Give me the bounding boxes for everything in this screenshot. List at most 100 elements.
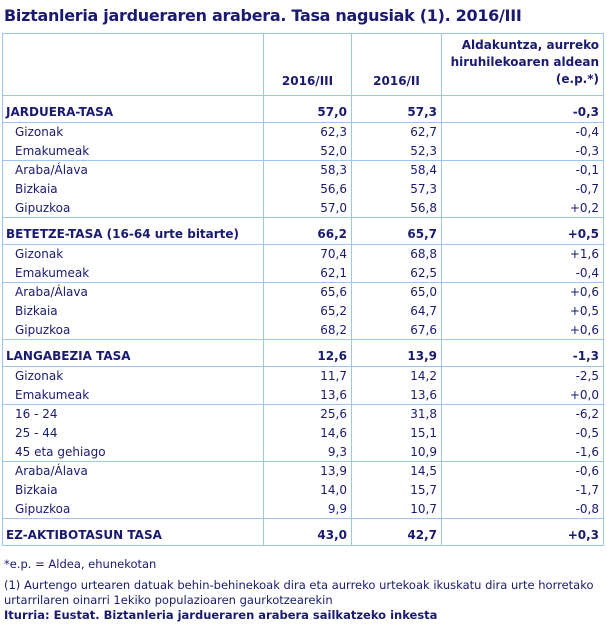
value-cell: 67,6 [351,320,442,340]
table-row: Gipuzkoa 9,9 10,7 -0,8 [2,499,604,519]
table-row: Emakumeak 13,6 13,6 +0,0 [2,385,604,405]
value-cell: 56,6 [263,179,352,199]
value-cell: 14,5 [351,461,442,481]
row-label: 16 - 24 [2,404,264,424]
value-cell: -0,1 [441,160,604,180]
row-label: Emakumeak [2,141,264,161]
table-row: Gizonak 62,3 62,7 -0,4 [2,122,604,142]
section-row: LANGABEZIA TASA 12,6 13,9 -1,3 [2,339,604,367]
value-cell: +0,6 [441,282,604,302]
header-change: Aldakuntza, aurreko hiruhilekoaren aldea… [441,33,604,96]
row-label: Bizkaia [2,301,264,321]
value-cell: -0,6 [441,461,604,481]
header-label [2,33,264,96]
table-row: Gizonak 70,4 68,8 +1,6 [2,244,604,264]
value-cell: 9,9 [263,499,352,519]
table-row: Gizonak 11,7 14,2 -2,5 [2,366,604,386]
row-label: Gizonak [2,244,264,264]
table-row: Araba/Álava 58,3 58,4 -0,1 [2,160,604,180]
row-label: Araba/Álava [2,160,264,180]
value-cell: 66,2 [263,217,352,245]
value-cell: -1,7 [441,480,604,500]
value-cell: 57,3 [351,95,442,123]
value-cell: 25,6 [263,404,352,424]
notes: *e.p. = Aldea, ehunekotan (1) Aurtengo u… [4,557,604,629]
value-cell: 68,8 [351,244,442,264]
note-ep: *e.p. = Aldea, ehunekotan [4,557,157,571]
value-cell: +0,5 [441,301,604,321]
row-label: Emakumeak [2,385,264,405]
value-cell: 13,6 [351,385,442,405]
table-header: 2016/III 2016/II Aldakuntza, aurreko hir… [2,33,604,96]
value-cell: 64,7 [351,301,442,321]
table-row: Emakumeak 52,0 52,3 -0,3 [2,141,604,161]
value-cell: 62,1 [263,263,352,283]
value-cell: 58,4 [351,160,442,180]
table-row: 25 - 44 14,6 15,1 -0,5 [2,423,604,443]
row-label: Gipuzkoa [2,499,264,519]
value-cell: 57,0 [263,198,352,218]
value-cell: 42,7 [351,518,442,546]
value-cell: 13,9 [263,461,352,481]
value-cell: 13,9 [351,339,442,367]
table-row: Bizkaia 56,6 57,3 -0,7 [2,179,604,199]
value-cell: 65,0 [351,282,442,302]
value-cell: 65,6 [263,282,352,302]
table-row: Araba/Álava 65,6 65,0 +0,6 [2,282,604,302]
value-cell: 9,3 [263,442,352,462]
source: Iturria: Eustat. Biztanleria jardueraren… [4,608,438,622]
row-label: Emakumeak [2,263,264,283]
value-cell: 57,0 [263,95,352,123]
value-cell: +0,5 [441,217,604,245]
value-cell: 62,7 [351,122,442,142]
table-row: Gipuzkoa 68,2 67,6 +0,6 [2,320,604,340]
row-label: Gizonak [2,366,264,386]
value-cell: -0,7 [441,179,604,199]
table-row: Bizkaia 65,2 64,7 +0,5 [2,301,604,321]
row-label: Bizkaia [2,179,264,199]
value-cell: 14,0 [263,480,352,500]
value-cell: +0,3 [441,518,604,546]
value-cell: 13,6 [263,385,352,405]
value-cell: 10,9 [351,442,442,462]
section-label: EZ-AKTIBOTASUN TASA [2,518,264,546]
value-cell: 65,7 [351,217,442,245]
value-cell: -0,8 [441,499,604,519]
value-cell: -1,3 [441,339,604,367]
row-label: 45 eta gehiago [2,442,264,462]
value-cell: 15,7 [351,480,442,500]
table-row: Gipuzkoa 57,0 56,8 +0,2 [2,198,604,218]
value-cell: -6,2 [441,404,604,424]
section-row: BETETZE-TASA (16-64 urte bitarte) 66,2 65,… [2,217,604,245]
note-1: (1) Aurtengo urtearen datuak behin-behin… [4,578,594,607]
section-row: JARDUERA-TASA 57,0 57,3 -0,3 [2,95,604,123]
value-cell: 14,2 [351,366,442,386]
value-cell: -0,4 [441,263,604,283]
value-cell: +0,6 [441,320,604,340]
value-cell: 62,5 [351,263,442,283]
header-2016-iii: 2016/III [263,33,352,96]
table-row: Araba/Álava 13,9 14,5 -0,6 [2,461,604,481]
section-row: EZ-AKTIBOTASUN TASA 43,0 42,7 +0,3 [2,518,604,546]
value-cell: 52,0 [263,141,352,161]
value-cell: -0,3 [441,141,604,161]
value-cell: 65,2 [263,301,352,321]
value-cell: 43,0 [263,518,352,546]
value-cell: 52,3 [351,141,442,161]
row-label: Araba/Álava [2,461,264,481]
value-cell: -0,4 [441,122,604,142]
value-cell: 62,3 [263,122,352,142]
row-label: Gipuzkoa [2,198,264,218]
value-cell: 68,2 [263,320,352,340]
value-cell: 11,7 [263,366,352,386]
row-label: Gipuzkoa [2,320,264,340]
value-cell: 14,6 [263,423,352,443]
table-row: 16 - 24 25,6 31,8 -6,2 [2,404,604,424]
row-label: Gizonak [2,122,264,142]
row-label: Bizkaia [2,480,264,500]
value-cell: 12,6 [263,339,352,367]
row-label: 25 - 44 [2,423,264,443]
section-label: LANGABEZIA TASA [2,339,264,367]
value-cell: 31,8 [351,404,442,424]
value-cell: 70,4 [263,244,352,264]
